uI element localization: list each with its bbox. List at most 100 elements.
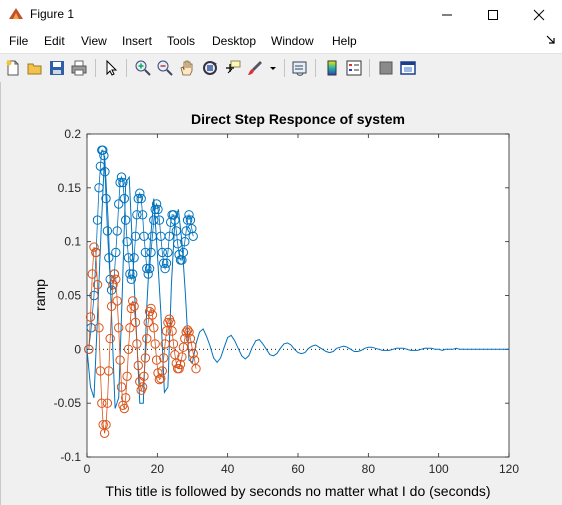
data-point-marker (86, 323, 96, 333)
data-point-marker (180, 237, 190, 247)
x-tick-label: 120 (499, 462, 519, 476)
hide-plot-tools-icon[interactable] (377, 59, 395, 77)
data-point-marker (126, 274, 137, 285)
data-point-marker (149, 215, 159, 225)
data-point-marker (133, 193, 144, 204)
data-point-marker (115, 177, 125, 188)
minimize-button[interactable] (424, 0, 470, 29)
data-point-marker (116, 172, 127, 182)
data-point-marker (123, 344, 134, 354)
menu-tools[interactable]: Tools (167, 34, 196, 48)
data-point-marker (154, 215, 165, 225)
data-point-marker (94, 183, 104, 193)
data-point-marker (174, 364, 184, 374)
menu-window[interactable]: Window (271, 34, 314, 48)
data-point-marker (153, 368, 163, 378)
data-point-marker (174, 249, 184, 260)
data-point-marker (102, 226, 113, 236)
data-point-marker (136, 193, 146, 204)
minimize-icon (442, 14, 452, 15)
data-point-marker (142, 333, 152, 344)
data-point-marker (125, 269, 135, 279)
menu-desktop[interactable]: Desktop (212, 34, 257, 48)
chart-title: Direct Step Responce of system (191, 111, 405, 127)
legend-icon[interactable] (345, 59, 363, 77)
data-point-marker (135, 188, 145, 198)
y-tick-label: -0.1 (60, 450, 81, 464)
data-point-marker (151, 199, 162, 209)
data-point-marker (104, 366, 114, 376)
plot-series (84, 145, 509, 438)
data-point-marker (122, 371, 132, 381)
y-tick-label: -0.05 (54, 396, 82, 410)
pan-hand-icon[interactable] (178, 59, 196, 77)
data-point-marker (177, 352, 187, 362)
data-point-marker (89, 242, 99, 252)
pointer-icon[interactable] (102, 59, 120, 77)
data-point-marker (112, 296, 122, 306)
data-point-marker (105, 333, 115, 344)
link-plot-icon[interactable] (291, 59, 309, 77)
y-tick-label: 0 (74, 342, 81, 356)
brush-icon[interactable] (246, 59, 264, 77)
data-point-marker (178, 247, 189, 258)
zoom-in-icon[interactable] (134, 59, 152, 77)
open-file-icon[interactable] (26, 59, 44, 77)
save-icon[interactable] (48, 59, 66, 77)
data-point-marker (157, 247, 168, 258)
menu-file[interactable]: File (9, 34, 29, 48)
data-point-marker (153, 204, 163, 215)
brush-dropdown-icon[interactable] (268, 59, 278, 77)
print-icon[interactable] (70, 59, 88, 77)
y-tick-label: 0.05 (58, 289, 82, 303)
data-point-marker (94, 323, 104, 333)
show-plot-tools-icon[interactable] (399, 59, 417, 77)
data-point-marker (168, 210, 179, 220)
matlab-icon (8, 6, 24, 22)
data-point-marker (125, 323, 135, 333)
data-point-marker (137, 210, 148, 220)
close-icon (533, 9, 545, 20)
data-point-marker (85, 312, 96, 322)
menu-help[interactable]: Help (332, 34, 357, 48)
toolbar-separator (315, 59, 316, 77)
data-point-marker (139, 371, 149, 381)
menu-insert[interactable]: Insert (122, 34, 153, 48)
maximize-icon (488, 9, 498, 20)
data-point-marker (144, 263, 155, 274)
x-tick-label: 80 (362, 462, 376, 476)
data-point-marker (171, 226, 182, 236)
y-tick-label: 0.2 (64, 127, 81, 141)
data-point-marker (132, 210, 142, 220)
data-point-marker (177, 255, 187, 265)
data-point-marker (187, 341, 197, 351)
data-point-marker (129, 253, 139, 263)
rotate-3d-icon[interactable] (201, 59, 219, 77)
data-point-marker (167, 326, 177, 336)
menu-edit[interactable]: Edit (44, 34, 65, 48)
x-tick-label: 20 (151, 462, 165, 476)
data-point-marker (108, 280, 118, 290)
data-point-marker (102, 398, 113, 408)
data-point-marker (182, 215, 193, 225)
menu-view[interactable]: View (81, 34, 107, 48)
x-tick-label: 0 (84, 462, 91, 476)
data-point-marker (184, 210, 194, 220)
data-point-marker (121, 393, 131, 403)
y-tick-label: 0.15 (58, 181, 82, 195)
data-point-marker (92, 215, 103, 225)
data-point-marker (132, 339, 142, 349)
zoom-out-icon[interactable] (156, 59, 174, 77)
data-point-marker (150, 339, 160, 349)
data-point-marker (161, 258, 172, 268)
colorbar-icon[interactable] (323, 59, 341, 77)
plot-canvas: 0 20 40 60 80 100 120-0.1-0.0500.050.10.150.2 … (32, 111, 519, 499)
data-cursor-icon[interactable] (224, 59, 242, 77)
x-axis-label: This title is followed by seconds no mat… (105, 483, 490, 499)
dock-arrow-icon[interactable] (546, 35, 556, 45)
new-figure-icon[interactable] (4, 59, 22, 77)
data-point-marker (129, 301, 139, 312)
data-point-marker (114, 323, 124, 333)
close-button[interactable] (516, 0, 562, 29)
maximize-button[interactable] (470, 0, 516, 29)
